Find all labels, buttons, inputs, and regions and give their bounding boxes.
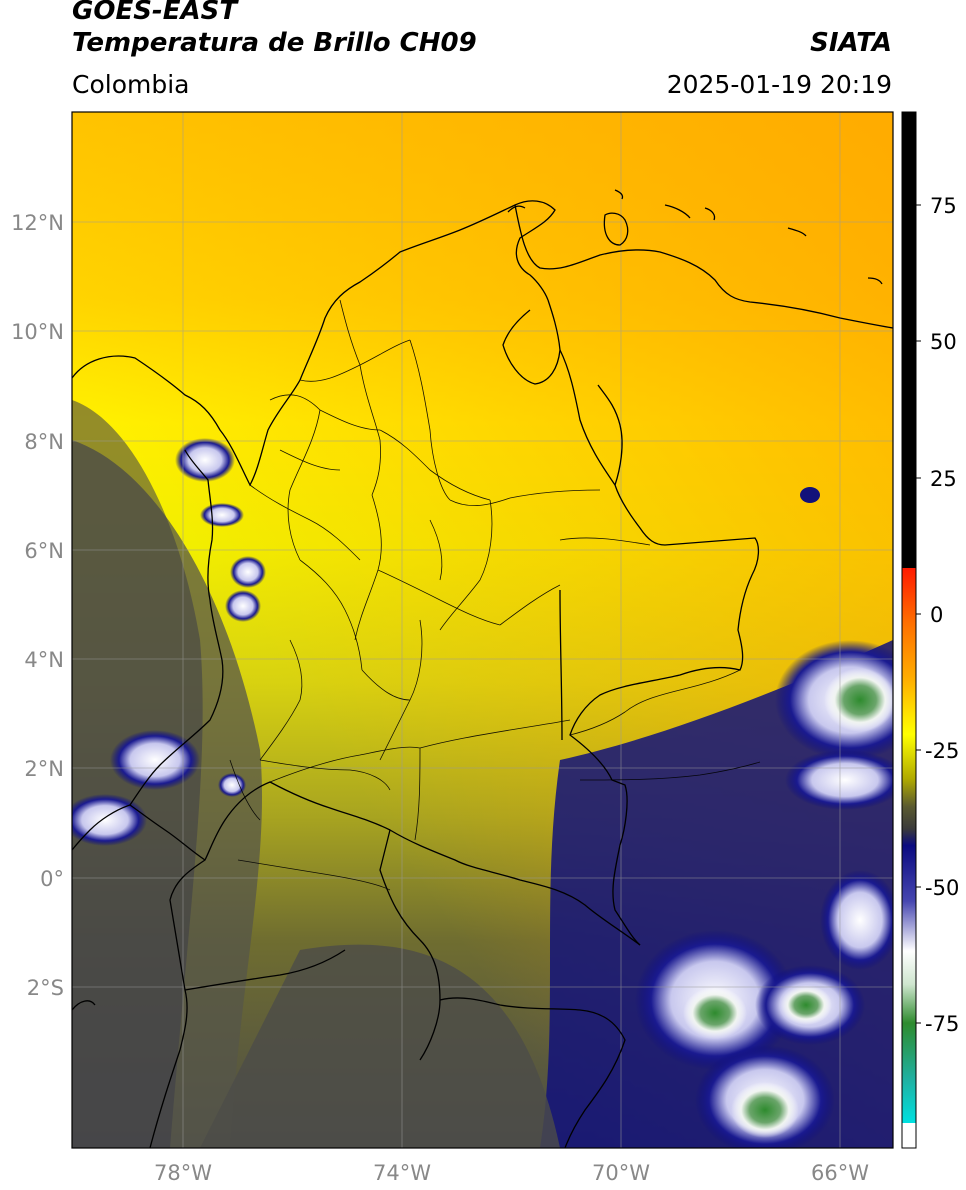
lat-tick-label: 12°N [11, 211, 64, 235]
product-title: Temperatura de Brillo CH09 [72, 28, 477, 58]
colorbar-gradient [902, 568, 916, 1123]
colorbar-tick-label: 75 [930, 194, 957, 218]
colorbar-tick-label: -75 [925, 1012, 959, 1036]
lon-tick-label: 70°W [592, 1161, 650, 1185]
cloud-cluster [218, 773, 246, 797]
colorbar-tick-label: 0 [930, 603, 943, 627]
lat-tick-label: 0° [40, 867, 64, 891]
cloud-cluster [800, 487, 820, 503]
colorbar-tick-label: 50 [930, 330, 957, 354]
lon-tick-label: 66°W [811, 1161, 869, 1185]
cloud-cluster [72, 794, 147, 846]
lat-axis: 12°N 10°N 8°N 6°N 4°N 2°N 0° 2°S [11, 211, 64, 1000]
cloud-cluster [110, 730, 200, 790]
lat-tick-label: 2°N [24, 757, 64, 781]
colorbar-tick-label: -25 [925, 739, 959, 763]
colorbar-tick-label: -50 [925, 876, 959, 900]
region-label: Colombia [72, 70, 190, 99]
cloud-cluster [225, 590, 261, 622]
colorbar-frame [901, 111, 917, 1149]
cloud-cluster [824, 668, 893, 732]
satellite-title: GOES-EAST [72, 0, 238, 26]
cloud-cluster [200, 503, 244, 527]
datetime-label: 2025-01-19 20:19 [666, 70, 892, 99]
colorbar-black-segment [902, 112, 916, 568]
lon-tick-label: 74°W [373, 1161, 431, 1185]
map-frame [71, 111, 894, 1149]
lat-tick-label: 10°N [11, 320, 64, 344]
graticule [72, 112, 893, 1148]
colorbar: 75 50 25 0 -25 -50 -75 [901, 111, 959, 1149]
lat-tick-label: 8°N [24, 430, 64, 454]
cloud-cluster [175, 438, 235, 482]
lat-tick-label: 4°N [24, 648, 64, 672]
colorbar-tick-label: 25 [930, 467, 957, 491]
lat-tick-label: 6°N [24, 539, 64, 563]
cloud-cluster [731, 1082, 799, 1138]
lon-tick-label: 78°W [154, 1161, 212, 1185]
department-borders [229, 299, 761, 891]
country-borders [72, 189, 893, 1148]
cloud-cluster [683, 987, 747, 1039]
cloud-cluster [780, 985, 832, 1025]
agency-label: SIATA [810, 28, 892, 58]
cloud-cluster [230, 556, 266, 588]
colorbar-white-segment [902, 1123, 916, 1148]
lat-tick-label: 2°S [27, 976, 64, 1000]
map-area [72, 112, 893, 1148]
cloud-cluster [785, 750, 893, 810]
lon-axis: 78°W 74°W 70°W 66°W [154, 1161, 869, 1185]
cloud-cluster [820, 870, 893, 970]
